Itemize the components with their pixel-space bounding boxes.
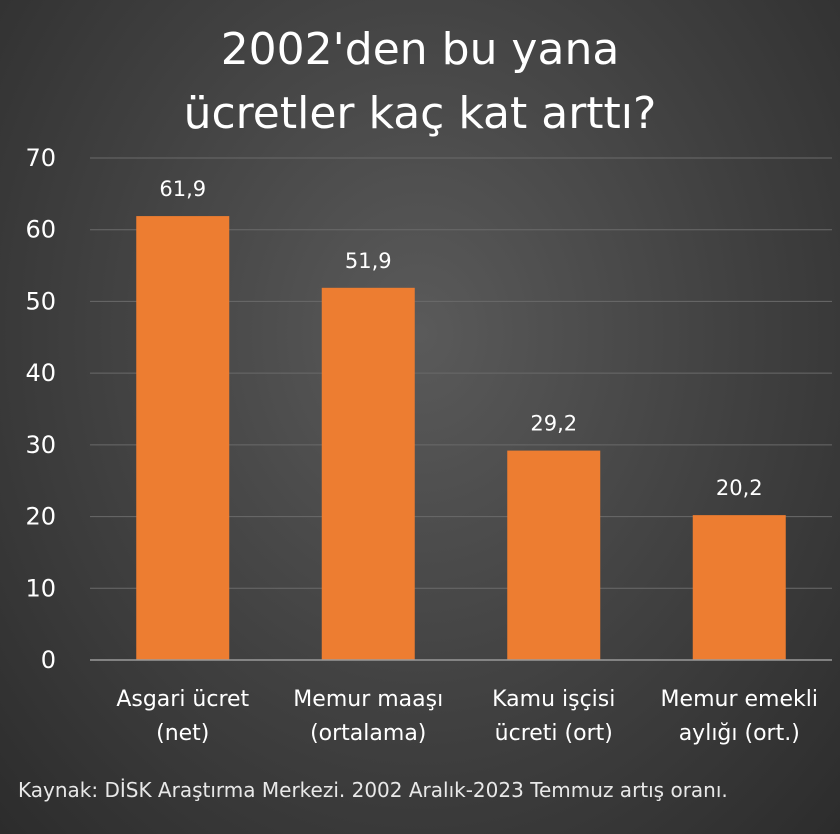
x-tick-label: Kamu işçisi — [492, 687, 615, 712]
data-label: 51,9 — [345, 249, 392, 273]
x-tick-label: ücreti (ort) — [495, 721, 613, 746]
y-tick-label: 60 — [25, 216, 56, 244]
y-tick-label: 70 — [25, 144, 56, 172]
bar — [692, 515, 786, 660]
source-note: Kaynak: DİSK Araştırma Merkezi. 2002 Ara… — [18, 778, 728, 802]
y-tick-label: 50 — [25, 287, 56, 315]
data-label: 61,9 — [159, 177, 206, 201]
chart-title-line-1: 2002'den bu yana — [220, 24, 620, 75]
bar — [136, 216, 230, 661]
x-tick-label: Memur maaşı — [293, 687, 443, 712]
bar — [321, 287, 415, 660]
x-tick-label: Memur emekli — [661, 687, 818, 712]
x-tick-label: (net) — [156, 721, 209, 746]
chart-title: 2002'den bu yana ücretler kaç kat arttı? — [0, 18, 840, 146]
x-tick-label: (ortalama) — [310, 721, 426, 746]
y-tick-label: 10 — [25, 574, 56, 602]
x-tick-label: aylığı (ort.) — [679, 721, 800, 746]
y-tick-label: 20 — [25, 503, 56, 531]
x-tick-label: Asgari ücret — [116, 687, 249, 712]
data-label: 29,2 — [530, 412, 577, 436]
chart-title-line-2: ücretler kaç kat arttı? — [183, 88, 657, 139]
data-label: 20,2 — [716, 476, 763, 500]
y-tick-label: 0 — [41, 646, 56, 674]
y-tick-label: 40 — [25, 359, 56, 387]
bar — [507, 450, 601, 660]
y-tick-label: 30 — [25, 431, 56, 459]
